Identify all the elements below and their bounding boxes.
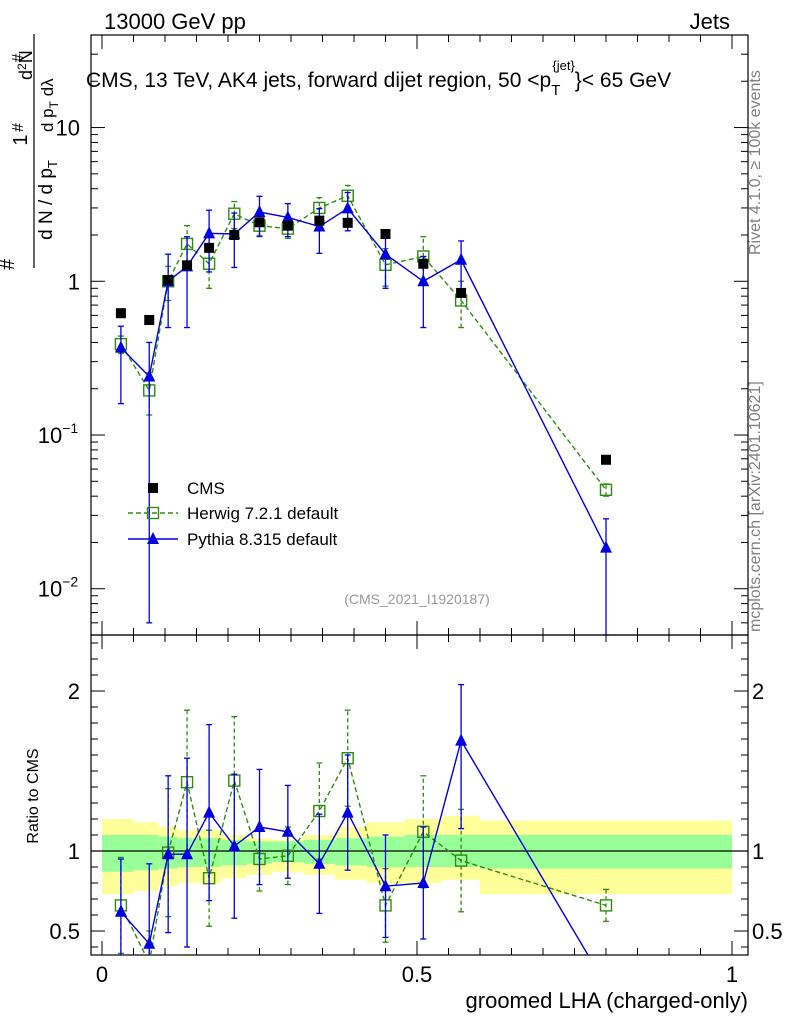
ratio-y-tick-label-right: 2	[752, 679, 764, 704]
pythia-point	[341, 805, 354, 818]
data-point	[204, 242, 215, 253]
data-point	[601, 454, 611, 465]
pythia-point	[162, 847, 175, 860]
analysis-reference: (CMS_2021_I1920187)	[344, 591, 490, 607]
legend-pythia-label: Pythia 8.315 default	[187, 530, 338, 549]
pythia-point	[341, 201, 354, 214]
header-right: Jets	[690, 9, 730, 34]
pythia-point	[281, 824, 294, 837]
header-left: 13000 GeV pp	[104, 9, 246, 34]
band-inner	[480, 835, 732, 869]
band-inner	[102, 835, 134, 872]
data-point	[254, 217, 265, 228]
chart-title: CMS, 13 TeV, AK4 jets, forward dijet reg…	[86, 58, 671, 99]
y-tick-label: 10−2	[38, 574, 79, 602]
band-inner	[335, 838, 367, 866]
ratio-y-tick-label-right: 0.5	[752, 919, 783, 944]
svg-text:d N / d pT: d N / d pT	[36, 160, 60, 240]
y-tick-label: 10−1	[38, 420, 79, 448]
series-herwig	[114, 184, 613, 497]
data-point	[163, 274, 174, 285]
data-point	[342, 217, 353, 228]
legend-herwig-marker	[146, 506, 160, 520]
main-y-axis-label: # 1 d N / d pT # d2N # d pT dλ	[0, 34, 61, 270]
pythia-point	[455, 733, 468, 746]
x-tick-label: 0.5	[402, 962, 433, 987]
pythia-point	[114, 340, 127, 353]
pythia-point	[313, 856, 326, 869]
herwig-line	[120, 756, 607, 955]
ratio-y-tick-label: 2	[68, 679, 80, 704]
svg-text:d2N: d2N	[15, 50, 36, 80]
legend-herwig-label: Herwig 7.2.1 default	[187, 504, 338, 523]
series-pythia	[114, 683, 589, 955]
herwig-point	[144, 958, 155, 969]
svg-text:1: 1	[10, 134, 32, 145]
data-point	[182, 260, 193, 271]
pythia-point	[143, 936, 156, 949]
pythia-point	[417, 876, 430, 888]
pythia-point	[203, 805, 216, 818]
herwig-point	[454, 854, 468, 867]
svg-text:#: #	[10, 123, 27, 132]
pythia-point	[203, 226, 216, 239]
legend-data-marker	[148, 483, 158, 493]
data-point	[456, 287, 467, 298]
x-tick-label: 1	[726, 962, 738, 987]
pythia-point	[600, 540, 612, 553]
pythia-point	[379, 247, 392, 260]
mcplots-label: mcplots.cern.ch [arXiv:2401.10621]	[747, 381, 764, 632]
uncertainty-bands	[102, 815, 732, 895]
svg-text:d pT dλ: d pT dλ	[38, 78, 61, 132]
pythia-point	[114, 904, 127, 917]
data-point	[144, 314, 155, 325]
rivet-label: Rivet 4.1.0, ≥ 100k events	[747, 70, 764, 255]
x-tick-label: 0	[96, 962, 108, 987]
ratio-y-tick-label: 0.5	[49, 919, 80, 944]
y-tick-label: 10	[56, 116, 80, 141]
legend: CMS Herwig 7.2.1 default Pythia 8.315 defa…	[128, 479, 338, 549]
herwig-point	[599, 483, 613, 497]
ratio-panel: 0 0.5 1 0.5 0.5 1 1 2 2	[49, 634, 783, 987]
pythia-point	[253, 205, 266, 218]
herwig-point	[599, 899, 613, 912]
x-axis-label: groomed LHA (charged-only)	[466, 988, 748, 1013]
ratio-frame	[90, 634, 749, 956]
pythia-point	[181, 847, 194, 860]
pythia-point	[143, 369, 156, 382]
series-data	[115, 215, 611, 465]
herwig-line	[120, 194, 607, 491]
pythia-point	[379, 879, 392, 892]
ratio-y-axis-label: Ratio to CMS	[25, 748, 42, 843]
pythia-point	[417, 274, 430, 287]
svg-text:#: #	[10, 53, 27, 62]
pythia-point	[281, 210, 294, 223]
main-panel: 10 1 10−1 10−2 (CMS_2021_I1920187) CMS Herwig …	[38, 34, 749, 636]
band-inner	[133, 835, 159, 871]
ratio-y-tick-label-right: 1	[752, 839, 764, 864]
data-point	[380, 229, 391, 240]
pythia-point	[228, 839, 241, 852]
legend-pythia-marker	[147, 532, 159, 544]
pythia-point	[455, 252, 468, 265]
legend-data-label: CMS	[187, 479, 225, 498]
pythia-point	[253, 820, 266, 832]
data-point	[115, 308, 126, 319]
y-tick-label: 1	[68, 269, 80, 294]
data-point	[282, 220, 293, 231]
data-point	[314, 215, 325, 226]
data-point	[229, 230, 240, 240]
ratio-y-tick-label: 1	[68, 839, 80, 864]
series-pythia	[114, 191, 612, 635]
svg-text:#: #	[0, 258, 19, 270]
data-point	[418, 258, 429, 269]
